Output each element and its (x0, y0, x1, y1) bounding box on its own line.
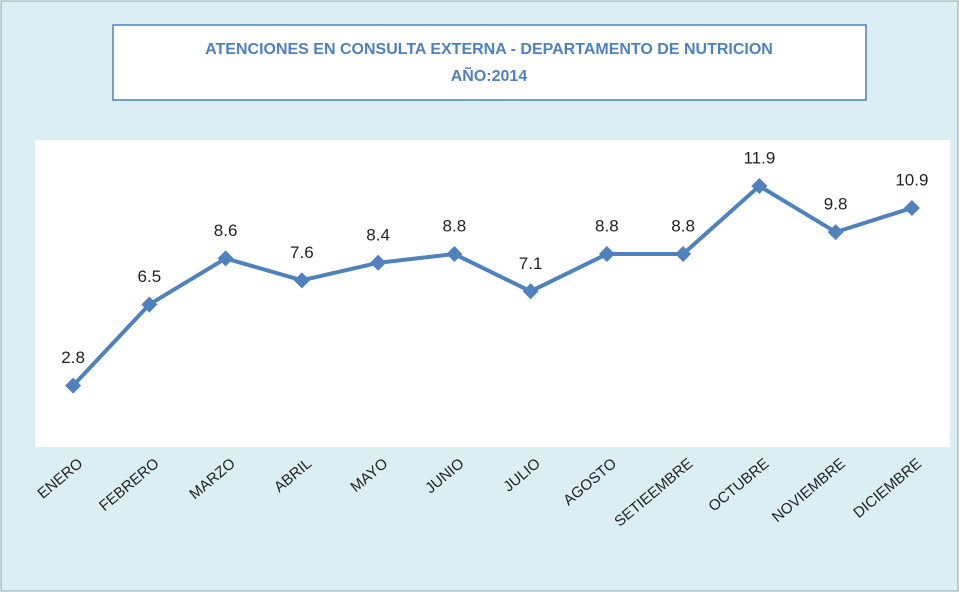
data-label: 7.1 (519, 254, 543, 273)
chart-subtitle: AÑO:2014 (451, 65, 528, 85)
marker (751, 178, 768, 195)
marker (370, 254, 387, 271)
marker (446, 246, 463, 263)
marker (141, 296, 158, 313)
data-label: 8.4 (366, 225, 390, 244)
marker (903, 199, 920, 216)
data-label: 2.8 (61, 348, 85, 367)
data-label: 6.5 (138, 267, 162, 286)
data-label: 10.9 (895, 170, 928, 189)
data-label: 8.6 (214, 221, 238, 240)
data-label: 7.6 (290, 243, 314, 262)
marker (217, 250, 234, 267)
data-label: 8.8 (671, 217, 695, 236)
plot-area (35, 140, 950, 447)
data-label: 9.8 (824, 195, 848, 214)
chart-title: ATENCIONES EN CONSULTA EXTERNA - DEPARTA… (205, 41, 773, 58)
marker (598, 246, 615, 263)
title-box (112, 24, 867, 101)
marker (827, 224, 844, 241)
line (71, 184, 913, 387)
marker (65, 377, 82, 394)
data-label: 8.8 (443, 217, 467, 236)
marker (522, 283, 539, 300)
marker (293, 272, 310, 289)
data-label: 11.9 (743, 149, 775, 168)
data-label: 8.8 (595, 217, 619, 236)
marker (675, 246, 692, 263)
